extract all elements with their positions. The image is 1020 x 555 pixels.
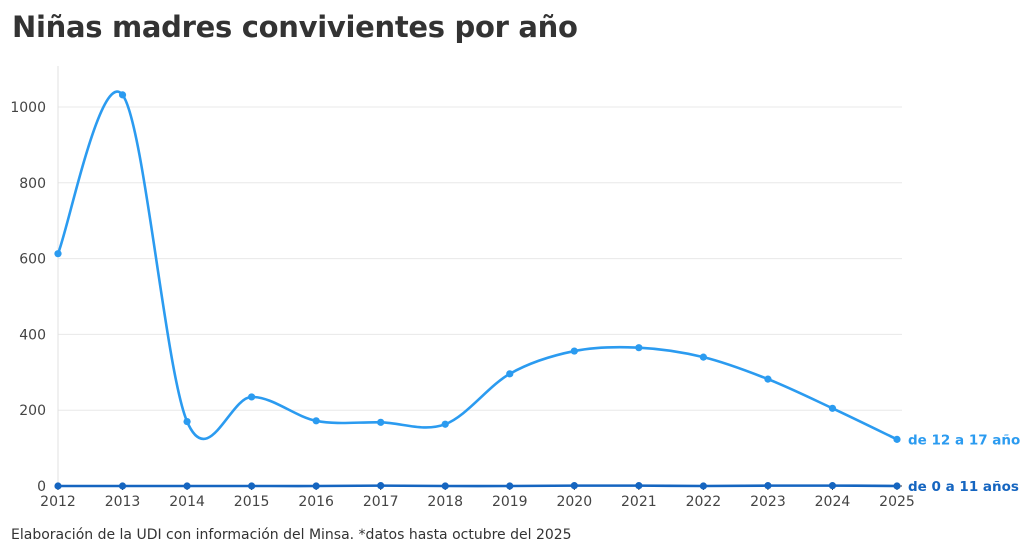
- x-tick-label: 2020: [556, 494, 592, 510]
- data-point: [54, 250, 62, 258]
- x-tick-label: 2021: [621, 494, 657, 510]
- y-axis: 0 200 400 600 800 1000: [10, 100, 46, 495]
- x-tick-label: 2014: [169, 494, 205, 510]
- data-point: [183, 482, 191, 490]
- y-tick-label: 0: [37, 479, 46, 495]
- source-note: Elaboración de la UDI con información de…: [11, 527, 572, 543]
- y-tick-label: 400: [19, 327, 46, 343]
- x-tick-label: 2012: [40, 494, 76, 510]
- series-label: de 0 a 11 años: [908, 479, 1019, 495]
- data-point: [441, 420, 449, 428]
- x-tick-label: 2019: [492, 494, 528, 510]
- series-points: [54, 91, 901, 490]
- data-point: [506, 370, 514, 378]
- x-axis-tick-labels: 2012 2013 2014 2015 2016 2017 2018 2019 2020 2021…: [40, 486, 915, 510]
- data-point: [699, 353, 707, 361]
- data-point: [441, 482, 449, 490]
- data-point: [893, 482, 901, 490]
- data-point: [183, 417, 191, 426]
- x-tick-label: 2022: [686, 494, 722, 510]
- data-point: [312, 482, 320, 490]
- x-tick-label: 2023: [750, 494, 786, 510]
- data-point: [248, 482, 256, 490]
- y-tick-label: 1000: [10, 100, 46, 116]
- data-point: [118, 482, 127, 490]
- series-label: de 12 a 17 años: [908, 432, 1020, 448]
- data-point: [377, 482, 385, 490]
- data-point: [699, 482, 707, 490]
- data-point: [312, 417, 320, 425]
- x-tick-label: 2017: [363, 494, 399, 510]
- data-point: [828, 404, 837, 412]
- data-point: [764, 482, 772, 490]
- x-tick-label: 2015: [234, 494, 270, 510]
- x-tick-label: 2013: [105, 494, 141, 510]
- data-point: [635, 482, 643, 490]
- x-tick-label: 2016: [298, 494, 334, 510]
- data-point: [54, 482, 62, 490]
- data-point: [570, 347, 578, 355]
- series-line: [56, 90, 899, 441]
- x-tick-label: 2018: [427, 494, 463, 510]
- grid-lines: [58, 106, 902, 411]
- data-point: [118, 91, 127, 99]
- x-tick-label: 2024: [815, 494, 851, 510]
- data-point: [764, 375, 772, 383]
- chart-title: Niñas madres convivientes por año: [12, 10, 578, 44]
- data-point: [893, 435, 901, 443]
- data-point: [570, 482, 578, 490]
- x-tick-label: 2025: [879, 494, 915, 510]
- y-tick-label: 200: [19, 403, 46, 419]
- data-point: [248, 393, 256, 401]
- data-point: [506, 482, 514, 490]
- y-tick-label: 800: [19, 176, 46, 192]
- data-point: [635, 344, 643, 352]
- series-lines: [56, 90, 899, 488]
- data-point: [828, 482, 837, 490]
- series-labels: de 12 a 17 años de 0 a 11 años: [908, 432, 1020, 495]
- data-point: [377, 418, 385, 426]
- y-tick-label: 600: [19, 252, 46, 268]
